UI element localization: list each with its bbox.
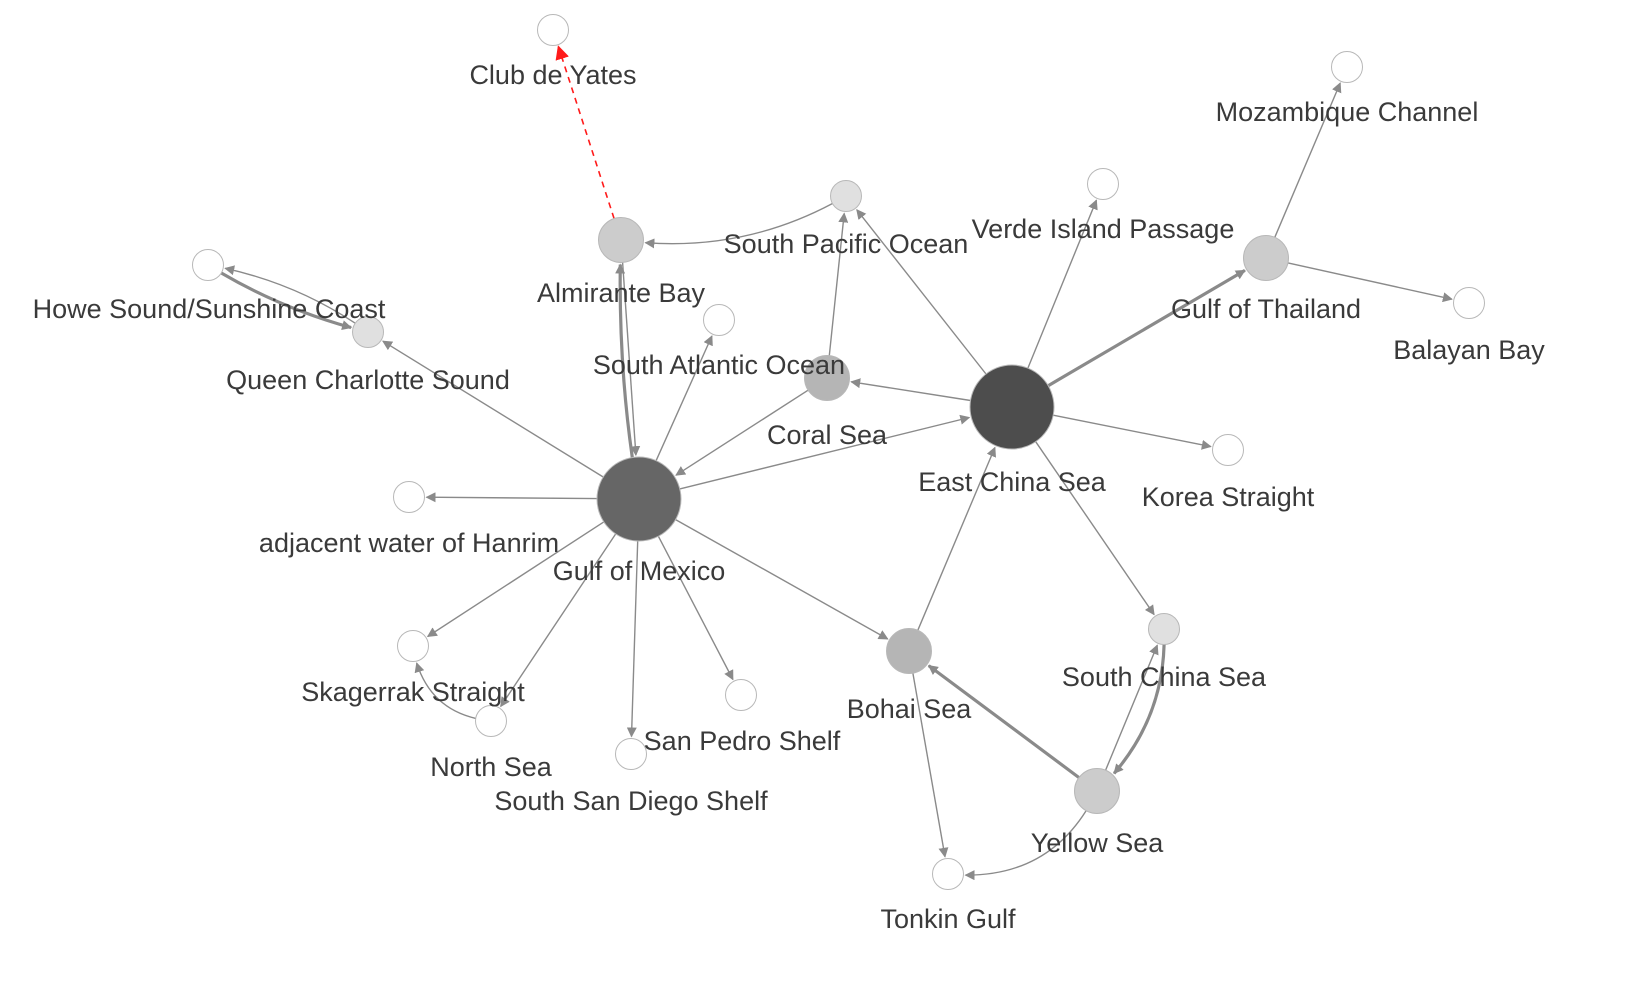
node-mexico[interactable]	[596, 456, 682, 542]
node-label-club: Club de Yates	[469, 60, 636, 90]
edge-bohai-to-tonkin	[912, 673, 949, 858]
edge-mexico-to-sanpedro	[657, 535, 734, 681]
node-gulfthailand[interactable]	[1243, 235, 1289, 281]
edge-mexico-to-sandiego	[626, 540, 639, 738]
edge-eastchina-to-korea	[1053, 414, 1212, 450]
node-label-mozambique: Mozambique Channel	[1216, 97, 1479, 127]
node-coral[interactable]	[804, 355, 850, 401]
edge-mexico-to-northsea	[500, 533, 617, 708]
edge-mexico-to-skagerrak	[426, 521, 605, 638]
node-label-eastchina: East China Sea	[918, 467, 1107, 497]
node-label-verde: Verde Island Passage	[972, 214, 1235, 244]
edge-gulfthailand-to-balayan	[1287, 262, 1453, 303]
node-northsea[interactable]	[475, 705, 507, 737]
node-label-coral: Coral Sea	[767, 420, 888, 450]
edge-eastchina-to-southchina	[1035, 441, 1155, 616]
node-bohai[interactable]	[886, 628, 932, 674]
node-label-southatlantic: South Atlantic Ocean	[593, 350, 845, 380]
node-korea[interactable]	[1212, 434, 1244, 466]
edge-yellow-to-southchina	[1104, 644, 1159, 771]
node-southchina[interactable]	[1148, 613, 1180, 645]
edges-layer	[220, 45, 1453, 881]
node-label-sandiego: South San Diego Shelf	[494, 786, 768, 816]
edge-eastchina-to-southpacific	[856, 209, 987, 375]
node-howe[interactable]	[192, 249, 224, 281]
edge-queencharlotte-to-howe	[224, 265, 356, 324]
edge-gulfthailand-to-mozambique	[1274, 82, 1342, 238]
node-label-balayan: Balayan Bay	[1393, 335, 1545, 365]
node-label-sanpedro: San Pedro Shelf	[644, 726, 841, 756]
node-yellow[interactable]	[1074, 768, 1120, 814]
edge-southpacific-to-almirante	[644, 202, 833, 249]
node-mozambique[interactable]	[1331, 51, 1363, 83]
node-southpacific[interactable]	[830, 180, 862, 212]
edge-mexico-to-southatlantic	[655, 335, 713, 461]
edge-southchina-to-yellow	[1112, 644, 1166, 775]
node-label-queencharlotte: Queen Charlotte Sound	[226, 365, 510, 395]
edge-mexico-to-almirante	[615, 263, 634, 458]
edge-yellow-to-bohai	[927, 664, 1080, 779]
edge-eastchina-to-coral	[850, 378, 971, 402]
node-label-mexico: Gulf of Mexico	[553, 556, 726, 586]
edge-almirante-to-club	[555, 45, 615, 219]
node-label-korea: Korea Straight	[1142, 482, 1315, 512]
edge-eastchina-to-verde	[1027, 199, 1098, 369]
node-label-hanrim: adjacent water of Hanrim	[259, 528, 559, 558]
node-label-yellow: Yellow Sea	[1031, 828, 1165, 858]
node-queencharlotte[interactable]	[352, 316, 384, 348]
node-label-howe: Howe Sound/Sunshine Coast	[33, 294, 386, 324]
node-skagerrak[interactable]	[397, 630, 429, 662]
node-balayan[interactable]	[1453, 287, 1485, 319]
node-southatlantic[interactable]	[703, 304, 735, 336]
node-eastchina[interactable]	[969, 364, 1055, 450]
edge-mexico-to-eastchina	[679, 414, 971, 490]
edge-mexico-to-hanrim	[425, 492, 598, 503]
edge-bohai-to-eastchina	[917, 446, 997, 631]
edge-yellow-to-tonkin	[964, 810, 1087, 881]
node-label-southchina: South China Sea	[1062, 662, 1267, 692]
edge-northsea-to-skagerrak	[414, 662, 476, 720]
edge-almirante-to-mexico	[621, 262, 641, 457]
edge-mexico-to-queencharlotte	[382, 340, 604, 478]
node-label-northsea: North Sea	[430, 752, 553, 782]
node-label-tonkin: Tonkin Gulf	[880, 904, 1016, 934]
nodes-layer	[192, 14, 1485, 890]
node-label-southpacific: South Pacific Ocean	[724, 229, 969, 259]
node-label-bohai: Bohai Sea	[847, 694, 973, 724]
node-sandiego[interactable]	[615, 738, 647, 770]
edge-mexico-to-bohai	[675, 518, 889, 640]
node-label-skagerrak: Skagerrak Straight	[301, 677, 525, 707]
node-sanpedro[interactable]	[725, 679, 757, 711]
node-almirante[interactable]	[598, 217, 644, 263]
edge-howe-to-queencharlotte	[220, 271, 353, 331]
node-label-gulfthailand: Gulf of Thailand	[1171, 294, 1361, 324]
edge-coral-to-mexico	[675, 389, 809, 476]
edge-eastchina-to-gulfthailand	[1047, 269, 1246, 388]
node-tonkin[interactable]	[932, 858, 964, 890]
labels-layer: Club de Yates Mozambique Channel Verde Isl…	[33, 60, 1546, 934]
node-label-almirante: Almirante Bay	[537, 278, 706, 308]
node-verde[interactable]	[1087, 168, 1119, 200]
edge-coral-to-southpacific	[828, 212, 849, 356]
node-club[interactable]	[537, 14, 569, 46]
node-hanrim[interactable]	[393, 481, 425, 513]
